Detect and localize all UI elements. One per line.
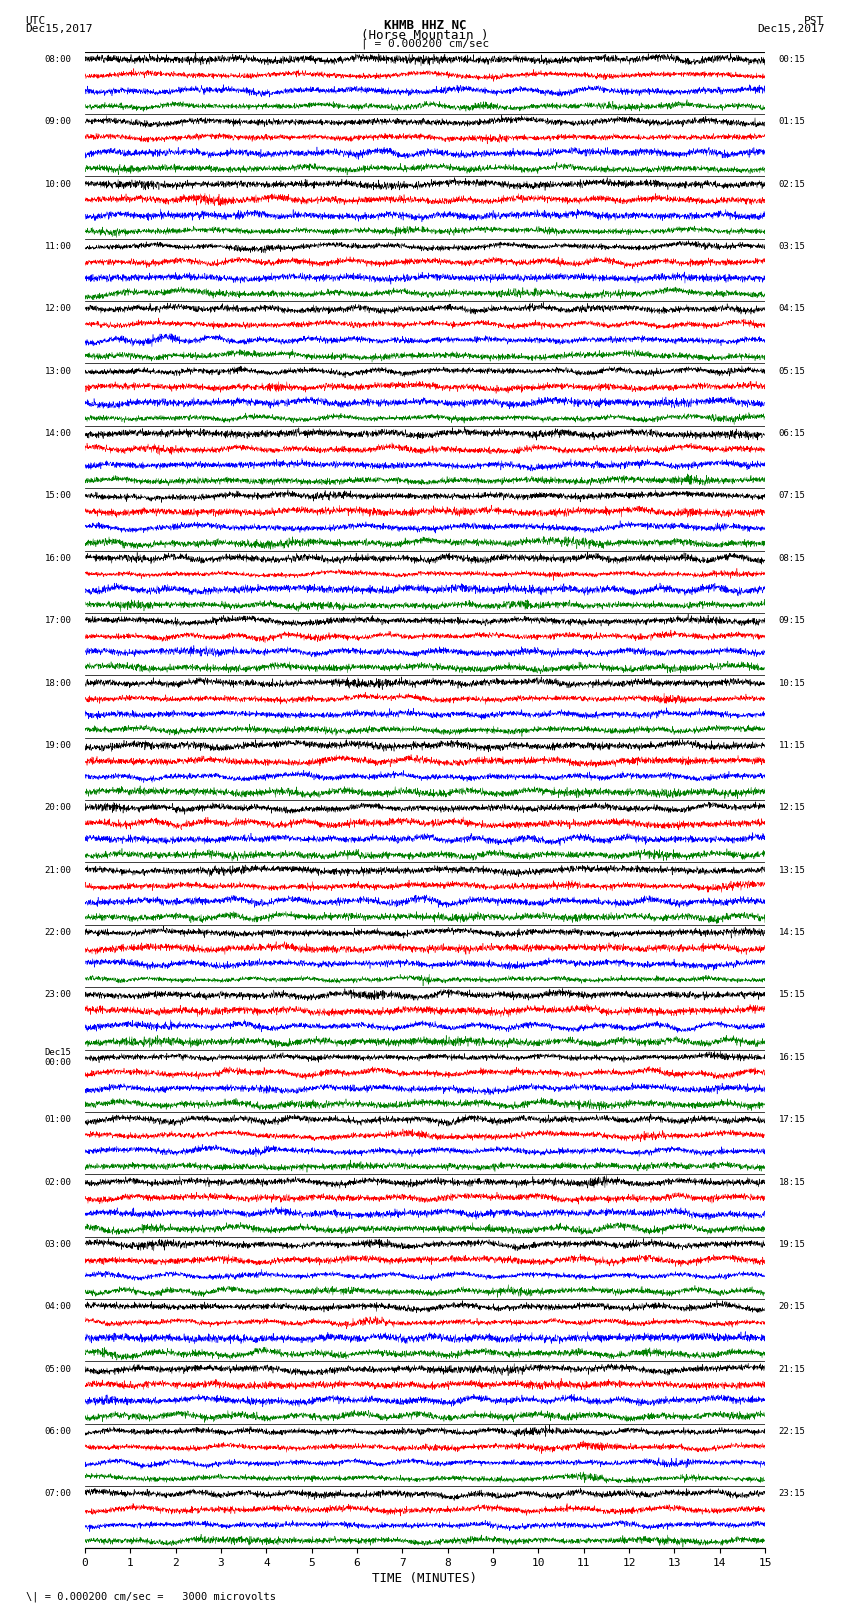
Text: 05:15: 05:15 bbox=[779, 366, 806, 376]
Text: 19:15: 19:15 bbox=[779, 1240, 806, 1248]
Text: 20:00: 20:00 bbox=[44, 803, 71, 813]
Text: 21:00: 21:00 bbox=[44, 866, 71, 874]
Text: \| = 0.000200 cm/sec =   3000 microvolts: \| = 0.000200 cm/sec = 3000 microvolts bbox=[26, 1590, 275, 1602]
Text: 05:00: 05:00 bbox=[44, 1365, 71, 1374]
Text: 20:15: 20:15 bbox=[779, 1302, 806, 1311]
Text: 04:00: 04:00 bbox=[44, 1302, 71, 1311]
Text: 01:00: 01:00 bbox=[44, 1115, 71, 1124]
Text: Dec15
00:00: Dec15 00:00 bbox=[44, 1047, 71, 1068]
Text: | = 0.000200 cm/sec: | = 0.000200 cm/sec bbox=[361, 39, 489, 50]
Text: 23:00: 23:00 bbox=[44, 990, 71, 1000]
Text: 13:00: 13:00 bbox=[44, 366, 71, 376]
Text: 10:00: 10:00 bbox=[44, 179, 71, 189]
Text: 17:00: 17:00 bbox=[44, 616, 71, 626]
Text: 06:00: 06:00 bbox=[44, 1428, 71, 1436]
Text: 19:00: 19:00 bbox=[44, 740, 71, 750]
Text: Dec15,2017: Dec15,2017 bbox=[757, 24, 824, 34]
Text: 11:15: 11:15 bbox=[779, 740, 806, 750]
Text: 22:15: 22:15 bbox=[779, 1428, 806, 1436]
X-axis label: TIME (MINUTES): TIME (MINUTES) bbox=[372, 1573, 478, 1586]
Text: 18:00: 18:00 bbox=[44, 679, 71, 687]
Text: 23:15: 23:15 bbox=[779, 1489, 806, 1498]
Text: 03:00: 03:00 bbox=[44, 1240, 71, 1248]
Text: 14:15: 14:15 bbox=[779, 927, 806, 937]
Text: 06:15: 06:15 bbox=[779, 429, 806, 439]
Text: 09:15: 09:15 bbox=[779, 616, 806, 626]
Text: 02:00: 02:00 bbox=[44, 1177, 71, 1187]
Text: 13:15: 13:15 bbox=[779, 866, 806, 874]
Text: 21:15: 21:15 bbox=[779, 1365, 806, 1374]
Text: 18:15: 18:15 bbox=[779, 1177, 806, 1187]
Text: 02:15: 02:15 bbox=[779, 179, 806, 189]
Text: KHMB HHZ NC: KHMB HHZ NC bbox=[383, 19, 467, 32]
Text: Dec15,2017: Dec15,2017 bbox=[26, 24, 93, 34]
Text: 12:15: 12:15 bbox=[779, 803, 806, 813]
Text: UTC: UTC bbox=[26, 16, 46, 26]
Text: 22:00: 22:00 bbox=[44, 927, 71, 937]
Text: 08:00: 08:00 bbox=[44, 55, 71, 65]
Text: 10:15: 10:15 bbox=[779, 679, 806, 687]
Text: 08:15: 08:15 bbox=[779, 553, 806, 563]
Text: 14:00: 14:00 bbox=[44, 429, 71, 439]
Text: 11:00: 11:00 bbox=[44, 242, 71, 252]
Text: 16:15: 16:15 bbox=[779, 1053, 806, 1061]
Text: 09:00: 09:00 bbox=[44, 118, 71, 126]
Text: 15:15: 15:15 bbox=[779, 990, 806, 1000]
Text: (Horse Mountain ): (Horse Mountain ) bbox=[361, 29, 489, 42]
Text: 00:15: 00:15 bbox=[779, 55, 806, 65]
Text: 04:15: 04:15 bbox=[779, 305, 806, 313]
Text: 12:00: 12:00 bbox=[44, 305, 71, 313]
Text: 07:00: 07:00 bbox=[44, 1489, 71, 1498]
Text: 07:15: 07:15 bbox=[779, 492, 806, 500]
Text: 01:15: 01:15 bbox=[779, 118, 806, 126]
Text: 03:15: 03:15 bbox=[779, 242, 806, 252]
Text: 16:00: 16:00 bbox=[44, 553, 71, 563]
Text: PST: PST bbox=[804, 16, 824, 26]
Text: 17:15: 17:15 bbox=[779, 1115, 806, 1124]
Text: 15:00: 15:00 bbox=[44, 492, 71, 500]
